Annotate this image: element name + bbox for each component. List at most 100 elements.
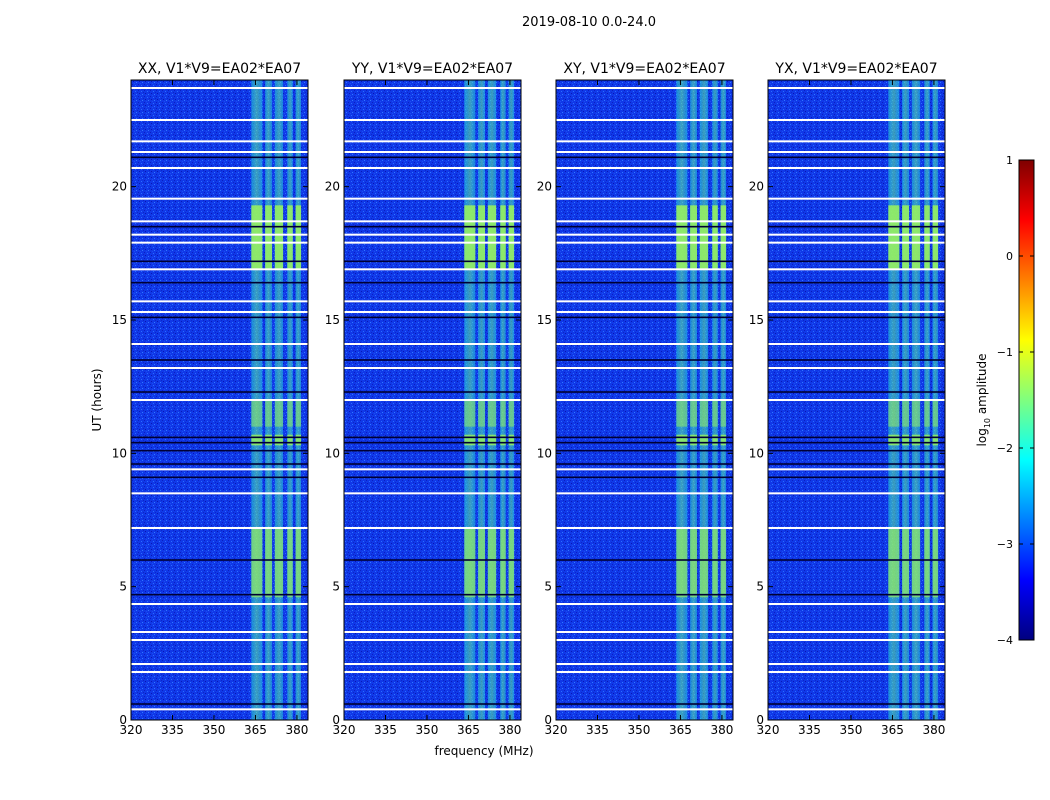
flag-row-white [768, 151, 945, 153]
x-tick-label: 365 [244, 723, 267, 737]
panel-title: YX, V1*V9=EA02*EA07 [774, 61, 937, 77]
y-tick-label: 20 [749, 180, 764, 194]
flag-row-white [131, 663, 308, 665]
rfi-burst [274, 400, 284, 427]
flag-row-white [344, 492, 521, 495]
panel-frame [343, 79, 522, 721]
y-tick-label: 20 [537, 180, 552, 194]
flag-row-white [131, 343, 308, 345]
rfi-burst [720, 434, 727, 446]
rfi-burst [265, 528, 273, 598]
flag-row-white [768, 468, 945, 471]
flag-row-white [768, 167, 945, 169]
flag-row-dark [768, 316, 945, 319]
flag-row-white [344, 663, 521, 665]
flag-row-dark [768, 156, 945, 159]
flag-row-white [556, 492, 733, 495]
x-tick-label: 335 [798, 723, 821, 737]
x-tick-label: 320 [545, 723, 568, 737]
flag-row-white [344, 241, 521, 244]
flag-row-dark [344, 593, 521, 596]
flag-row-dark [768, 463, 945, 465]
x-tick-label: 365 [669, 723, 692, 737]
flag-row-dark [768, 441, 945, 444]
flag-row-white [131, 197, 308, 200]
flag-row-dark [768, 436, 945, 439]
rfi-burst [690, 528, 698, 598]
rfi-burst [911, 400, 921, 427]
flag-row-white [344, 233, 521, 236]
flag-row-white [344, 151, 521, 153]
rfi-burst [487, 528, 497, 598]
colorbar-tick-label: −2 [997, 442, 1013, 455]
flag-row-white [768, 527, 945, 529]
rfi-burst [924, 528, 930, 598]
flag-row-dark [131, 703, 308, 705]
flag-row-dark [556, 703, 733, 705]
flag-row-dark [131, 593, 308, 596]
flag-row-dark [556, 156, 733, 159]
flag-row-dark [131, 316, 308, 319]
flag-row-white [556, 268, 733, 271]
flag-row-dark [344, 463, 521, 465]
flag-row-dark [344, 281, 521, 284]
rfi-burst [932, 400, 939, 427]
flag-row-white [768, 603, 945, 605]
flag-row-dark [131, 156, 308, 159]
rfi-burst [699, 205, 709, 270]
flag-row-white [131, 167, 308, 169]
x-tick-label: 335 [161, 723, 184, 737]
flag-row-dark [344, 156, 521, 159]
flag-row-dark [131, 441, 308, 444]
flag-row-white [344, 220, 521, 223]
rfi-burst [478, 400, 486, 427]
heatmap-panel-4: YX, V1*V9=EA02*EA07 320 335 350 365 380 0 5 10 15… [749, 61, 946, 737]
heatmap-panel-1: XX, V1*V9=EA02*EA07 320 335 350 365 380 0 5 10 15… [112, 61, 309, 737]
flag-row-white [768, 367, 945, 369]
rfi-burst [478, 205, 486, 270]
rfi-burst [464, 528, 476, 598]
flag-row-dark [556, 436, 733, 439]
flag-row-white [556, 220, 733, 223]
panel-frame [555, 79, 734, 721]
flag-row-white [131, 233, 308, 236]
rfi-burst [295, 434, 302, 446]
flag-row-white [556, 151, 733, 153]
x-tick-label: 350 [416, 723, 439, 737]
rfi-burst [690, 434, 698, 446]
rfi-burst [699, 400, 709, 427]
flag-row-white [556, 663, 733, 665]
flag-row-white [131, 603, 308, 605]
rfi-burst [295, 400, 302, 427]
flag-row-white [344, 708, 521, 711]
rfi-burst [274, 434, 284, 446]
flag-row-dark [768, 449, 945, 452]
rfi-burst [265, 205, 273, 270]
flag-row-dark [556, 441, 733, 444]
flag-row-white [768, 639, 945, 641]
panel-title: YY, V1*V9=EA02*EA07 [351, 61, 513, 77]
flag-row-dark [768, 703, 945, 705]
panel-title: XX, V1*V9=EA02*EA07 [138, 61, 301, 77]
flag-row-white [131, 631, 308, 633]
colorbar-tick-label: −3 [997, 538, 1013, 551]
flag-row-white [768, 300, 945, 303]
flag-row-dark [768, 359, 945, 361]
y-tick-label: 0 [332, 713, 340, 727]
rfi-burst [712, 400, 718, 427]
flag-row-white [131, 468, 308, 471]
y-tick-label: 15 [537, 313, 552, 327]
flag-row-white [131, 300, 308, 303]
flag-row-dark [344, 260, 521, 263]
panel-frame [130, 79, 309, 721]
flag-row-dark [131, 436, 308, 439]
flag-row-white [768, 631, 945, 633]
flag-row-white [556, 367, 733, 369]
rfi-burst [720, 528, 727, 598]
rfi-burst [902, 205, 910, 270]
rfi-burst [251, 205, 263, 270]
flag-row-dark [556, 463, 733, 465]
rfi-burst [500, 205, 506, 270]
flag-row-white [556, 311, 733, 313]
y-tick-label: 10 [112, 446, 127, 460]
